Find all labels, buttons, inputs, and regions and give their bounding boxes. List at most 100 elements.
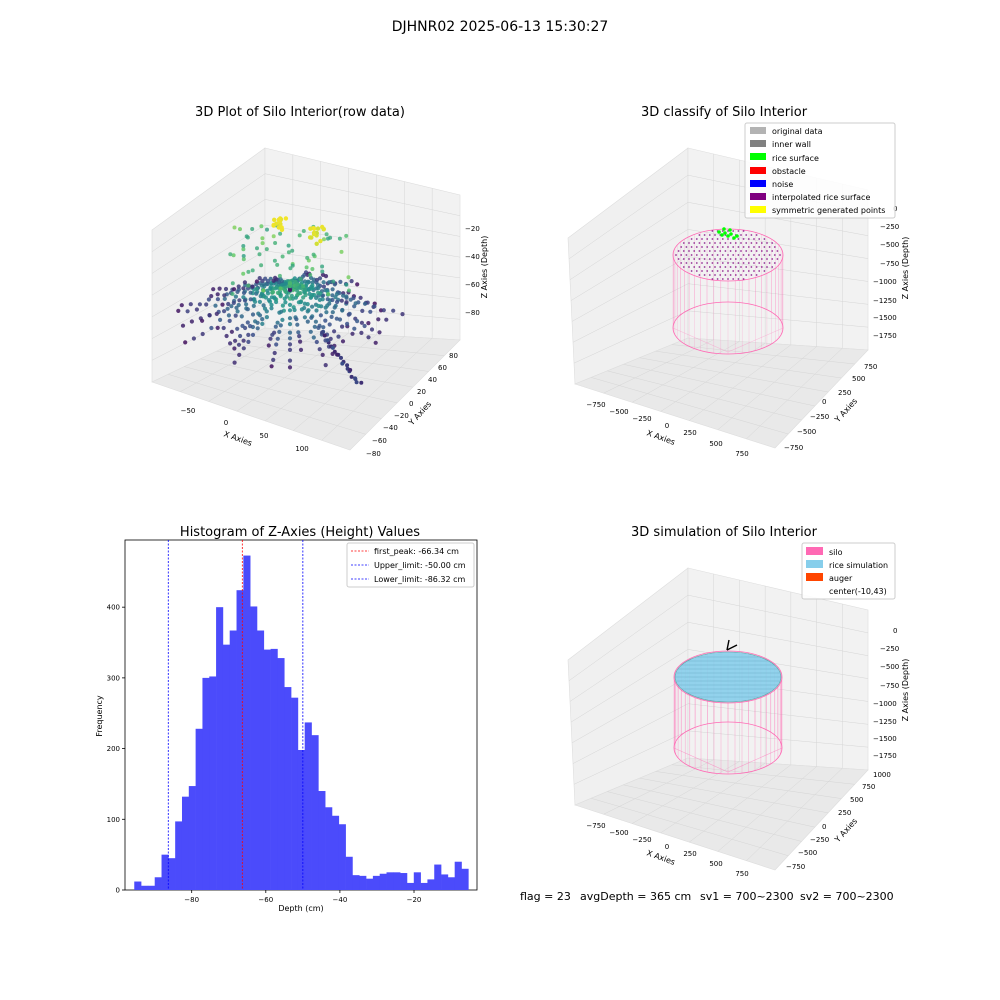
scatter-point <box>315 226 321 231</box>
interpolated-point <box>758 270 761 272</box>
histogram-bar <box>311 735 319 890</box>
panel4-xtick: −500 <box>609 829 628 837</box>
scatter-point <box>179 303 184 308</box>
scatter-point <box>330 287 335 292</box>
scatter-point <box>358 295 363 300</box>
scatter-point <box>275 262 280 267</box>
scatter-point <box>238 227 242 232</box>
scatter-point <box>271 234 276 239</box>
interpolated-point <box>716 238 719 240</box>
scatter-point <box>277 273 282 278</box>
panel1-zticks: −20 −40 −60 −80 <box>465 225 480 317</box>
scatter-point <box>230 281 235 286</box>
interpolated-point <box>740 274 742 276</box>
interpolated-point <box>747 254 750 256</box>
rice-surface-point <box>717 230 721 234</box>
scatter-point <box>232 346 237 351</box>
interpolated-point <box>711 254 714 256</box>
scatter-point <box>236 284 241 289</box>
interpolated-point <box>708 258 711 260</box>
scatter-point <box>235 309 240 314</box>
rice-surface-point <box>722 227 726 231</box>
scatter-point <box>238 333 243 339</box>
interpolated-point <box>747 262 750 264</box>
panel4-ytick: −750 <box>786 863 805 871</box>
panel4-xtick: 0 <box>665 843 669 851</box>
interpolated-point <box>721 246 724 248</box>
gridline <box>632 761 740 824</box>
legend-item-rice-surface: rice surface <box>750 153 819 163</box>
scatter-point <box>264 315 269 320</box>
interpolated-point <box>693 250 696 252</box>
scatter-point <box>231 300 236 305</box>
gridline <box>264 334 377 422</box>
interpolated-point <box>706 254 709 256</box>
scatter-point <box>236 302 241 308</box>
scatter-point <box>254 279 259 284</box>
panel3-bars <box>134 555 469 890</box>
footer-flag: flag = 23 <box>520 890 571 903</box>
scatter-point <box>278 323 283 328</box>
interpolated-point <box>773 254 776 256</box>
panel4-zticks: 0 −250 −500 −750 −1000 −1250 −1500 −1750 <box>873 627 899 760</box>
histogram-bar <box>141 885 149 890</box>
panel1-zlabel: Z Axies (Depth) <box>480 236 489 299</box>
panel4-zlabel: Z Axies (Depth) <box>901 659 910 722</box>
gridline <box>573 730 689 785</box>
interpolated-point <box>776 250 779 252</box>
legend-label: interpolated rice surface <box>772 193 870 202</box>
histogram-bar <box>400 873 408 890</box>
scatter-point <box>277 310 282 315</box>
silo-top-ring <box>673 650 783 704</box>
gridline <box>571 256 689 322</box>
scatter-point <box>352 326 357 331</box>
panel3-legend-frame <box>346 542 475 588</box>
ytick-label: 400 <box>107 604 120 612</box>
scatter-point <box>321 284 326 289</box>
gridline <box>660 762 766 834</box>
scatter-point <box>232 287 237 292</box>
scatter-point <box>283 300 288 305</box>
interpolated-point <box>760 242 763 244</box>
scatter-point <box>338 279 343 284</box>
scatter-point <box>318 313 323 318</box>
scatter-point <box>325 297 330 302</box>
scatter-point <box>274 342 279 347</box>
interpolated-point <box>677 250 680 252</box>
xtick-label: −20 <box>407 896 422 904</box>
gridline <box>264 173 461 216</box>
scatter-point <box>348 368 353 372</box>
scatter-point <box>214 311 219 316</box>
panel2-ztick: −1250 <box>873 297 897 305</box>
legend-swatch <box>750 193 766 200</box>
interpolated-point <box>755 234 758 236</box>
scatter-point <box>287 347 293 352</box>
gridline <box>660 342 766 412</box>
interpolated-point <box>750 258 753 260</box>
scatter-point <box>269 295 274 300</box>
interpolated-point <box>758 254 761 256</box>
scatter-point <box>317 347 322 352</box>
panel1-box <box>151 147 461 451</box>
interpolated-point <box>693 258 696 260</box>
interpolated-point <box>695 246 698 248</box>
scatter-point <box>317 297 322 302</box>
scatter-point <box>200 318 205 323</box>
scatter-point <box>366 321 371 326</box>
scatter-point <box>248 297 253 302</box>
scatter-point <box>229 304 234 309</box>
scatter-point <box>324 232 329 237</box>
scatter-point <box>233 294 238 299</box>
interpolated-point <box>747 246 750 248</box>
panel2-box <box>567 147 869 449</box>
panel2-xtick: −500 <box>609 408 628 416</box>
legend-label: rice surface <box>772 154 819 163</box>
scatter-point <box>344 300 349 305</box>
scatter-point <box>260 236 265 241</box>
interpolated-point <box>716 254 719 256</box>
scatter-point <box>349 374 354 379</box>
panel2-ylabel: Y Axies <box>832 397 859 425</box>
scatter-point <box>185 309 190 314</box>
histogram-bar <box>338 824 346 890</box>
gridline <box>687 622 869 656</box>
